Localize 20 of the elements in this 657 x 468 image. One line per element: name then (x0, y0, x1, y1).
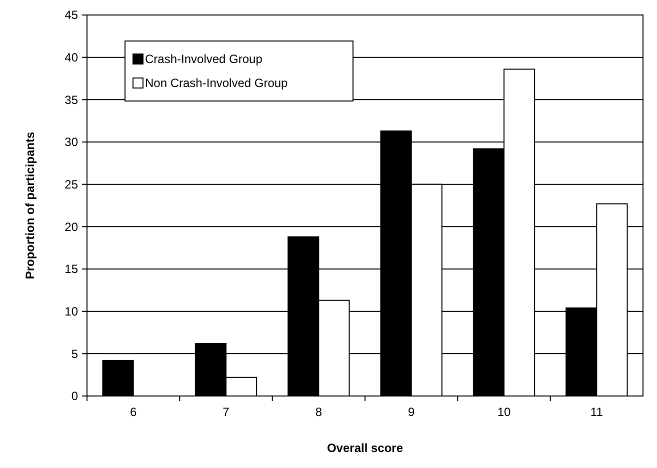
y-tick-label: 35 (64, 92, 78, 107)
y-tick-label: 25 (64, 178, 78, 192)
x-axis-title: Overall score (326, 441, 404, 455)
y-tick-label: 10 (64, 304, 78, 319)
x-tick-label: 9 (408, 405, 415, 419)
y-tick-label: 40 (64, 50, 78, 65)
y-tick-label: 20 (64, 220, 78, 234)
x-tick-label: 10 (497, 405, 511, 419)
x-tick-label: 6 (130, 405, 137, 419)
x-tick-label: 8 (315, 405, 322, 419)
legend-label: Crash-Involved Group (145, 52, 263, 66)
y-tick-label: 5 (71, 346, 78, 361)
y-tick-label: 0 (71, 389, 78, 404)
y-tick-label: 30 (64, 135, 78, 150)
legend-label: Non Crash-Involved Group (145, 76, 288, 90)
y-tick-label: 45 (64, 8, 78, 22)
x-tick-label: 11 (590, 405, 604, 419)
y-tick-label: 15 (64, 262, 78, 276)
x-tick-label: 7 (222, 405, 230, 419)
y-axis-title: Proportion of participants (23, 132, 37, 280)
